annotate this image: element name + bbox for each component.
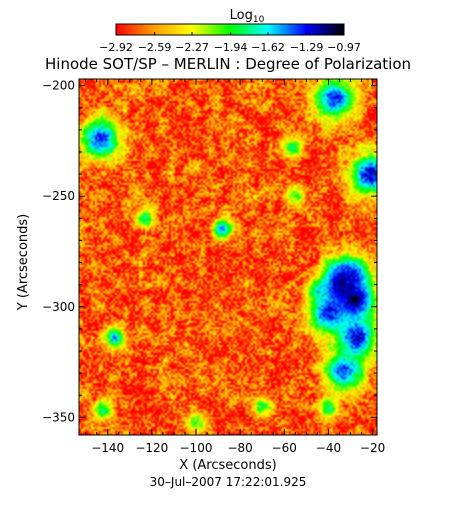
colorbar-tick-label: −2.27 — [175, 41, 209, 54]
plot-frame — [78, 78, 378, 436]
y-axis: −200 −250 −300 −350 — [42, 79, 377, 424]
colorbar-tick-label: −1.29 — [290, 41, 324, 54]
x-tick-label: −40 — [316, 441, 341, 455]
x-tick-label: −60 — [272, 441, 297, 455]
colorbar-tick-label: −1.62 — [251, 41, 285, 54]
x-tick-label: −20 — [360, 441, 385, 455]
colorbar-tick-label: −0.97 — [327, 41, 361, 54]
colorbar-label: Log10 — [230, 8, 265, 25]
colorbar-tick-label: −2.92 — [99, 41, 133, 54]
chart-title: Hinode SOT/SP – MERLIN : Degree of Polar… — [45, 55, 411, 73]
y-tick-label: −350 — [42, 410, 75, 424]
plot-area: −140 −120 −100 −80 −60 −40 −20 −200 −250 −300 −35… — [42, 78, 385, 455]
observation-timestamp: 30–Jul–2007 17:22:01.925 — [150, 475, 307, 489]
x-tick-label: −100 — [180, 441, 213, 455]
y-tick-label: −200 — [42, 79, 75, 93]
colorbar — [115, 23, 345, 36]
y-axis-label: Y (Arcseconds) — [16, 214, 31, 311]
x-tick-label: −120 — [135, 441, 168, 455]
colorbar-tick-label: −2.59 — [138, 41, 172, 54]
y-tick-label: −300 — [42, 300, 75, 314]
x-tick-label: −140 — [91, 441, 124, 455]
x-axis-label: X (Arcseconds) — [179, 458, 276, 473]
x-tick-label: −80 — [227, 441, 252, 455]
colorbar-tick-label: −1.94 — [214, 41, 248, 54]
polarization-heatmap — [79, 79, 377, 435]
y-tick-label: −250 — [42, 189, 75, 203]
colorbar-ticks: −2.92 −2.59 −2.27 −1.94 −1.62 −1.29 −0.97 — [99, 32, 361, 54]
x-axis: −140 −120 −100 −80 −60 −40 −20 — [85, 79, 385, 455]
